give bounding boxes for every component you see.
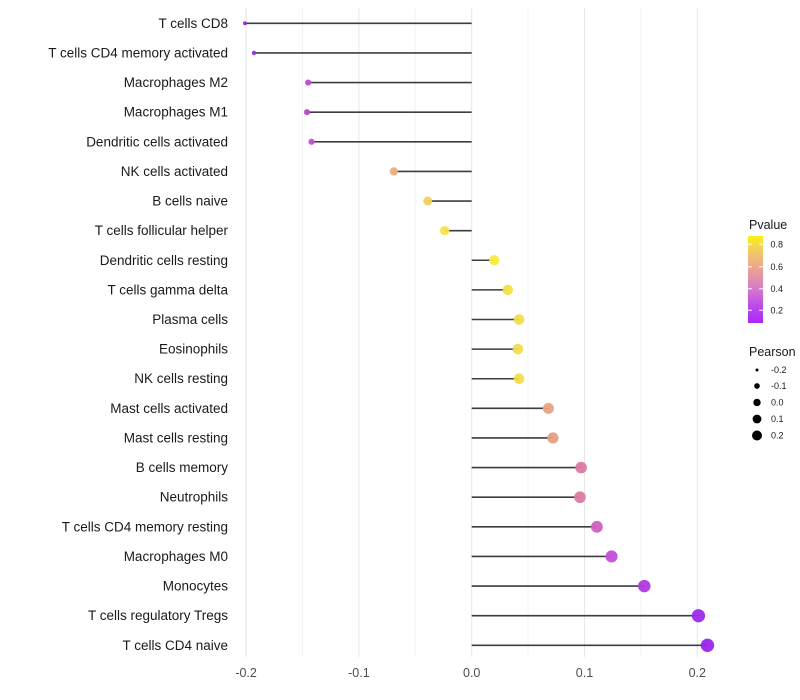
- lollipop-dot: [575, 461, 587, 474]
- x-tick-label: 0.2: [689, 666, 706, 680]
- pvalue-legend-label: 0.6: [771, 262, 784, 272]
- cell-type-label: Monocytes: [163, 579, 229, 594]
- pvalue-legend-ticks: [748, 243, 763, 311]
- pearson-legend-keys: -0.2 -0.1 0.0 0.1 0.2: [752, 365, 787, 441]
- lollipop-dot: [308, 138, 315, 145]
- pvalue-legend: Pvalue 0.8 0.6 0.4 0.2: [748, 218, 787, 323]
- pearson-legend-label: 0.0: [771, 398, 784, 408]
- cell-type-label: T cells CD8: [158, 16, 228, 31]
- lollipop-dot: [590, 520, 603, 533]
- pearson-legend-dot: [753, 398, 761, 407]
- lollipop-dot: [423, 196, 433, 206]
- pvalue-legend-label: 0.2: [771, 306, 784, 316]
- x-axis-ticks-group: -0.2 -0.1 0.0 0.1 0.2: [235, 666, 706, 680]
- pvalue-legend-labels: 0.8 0.6 0.4 0.2: [771, 240, 784, 316]
- y-axis-labels-group: T cells CD8 T cells CD4 memory activated M…: [48, 16, 228, 653]
- cell-type-label: B cells memory: [136, 460, 229, 475]
- lollipop-dot: [574, 491, 586, 504]
- pvalue-legend-label: 0.4: [771, 284, 784, 294]
- lollipops-group: [242, 21, 715, 653]
- pearson-legend-label: -0.2: [771, 365, 787, 375]
- lollipop-dot: [512, 343, 524, 355]
- cell-type-label: Macrophages M2: [124, 75, 228, 90]
- pearson-legend-dot: [752, 414, 762, 424]
- cell-type-label: NK cells activated: [121, 164, 228, 179]
- x-tick-label: -0.2: [235, 666, 257, 680]
- cell-type-label: T cells CD4 memory resting: [62, 519, 228, 534]
- cell-type-label: Macrophages M1: [124, 105, 228, 120]
- cell-type-label: T cells CD4 memory activated: [48, 45, 228, 60]
- pearson-legend-dot: [752, 430, 762, 441]
- gridlines-group: [245, 8, 698, 657]
- cell-type-label: Neutrophils: [160, 490, 229, 505]
- cell-type-label: Mast cells activated: [110, 401, 228, 416]
- cell-type-label: Macrophages M0: [124, 549, 228, 564]
- pvalue-gradient-bar: [748, 236, 763, 323]
- lollipop-dot: [251, 50, 257, 56]
- lollipop-dot: [605, 550, 618, 563]
- lollipop-dot: [513, 373, 525, 385]
- lollipop-dot: [305, 79, 312, 86]
- lollipop-dot: [638, 579, 651, 593]
- cell-type-label: T cells gamma delta: [107, 282, 228, 297]
- pearson-legend-title: Pearson: [749, 345, 796, 359]
- lollipop-dot: [547, 432, 559, 444]
- lollipop-dot: [513, 314, 525, 325]
- lollipop-dot: [389, 167, 398, 176]
- cell-type-label: T cells CD4 naive: [122, 638, 228, 653]
- cell-type-label: T cells regulatory Tregs: [88, 608, 228, 623]
- x-tick-label: 0.0: [463, 666, 480, 680]
- pvalue-legend-title: Pvalue: [749, 218, 787, 232]
- cell-type-label: T cells follicular helper: [95, 223, 229, 238]
- lollipop-dot: [489, 255, 500, 266]
- pearson-legend-label: 0.2: [771, 431, 784, 441]
- cell-type-label: B cells naive: [152, 194, 228, 209]
- pearson-legend-dot: [754, 383, 760, 389]
- pearson-legend-label: 0.1: [771, 414, 784, 424]
- lollipop-dot: [303, 109, 311, 116]
- x-tick-label: -0.1: [348, 666, 370, 680]
- pearson-legend-dot: [755, 368, 759, 372]
- cell-type-label: Mast cells resting: [124, 430, 228, 445]
- pearson-legend: Pearson -0.2 -0.1 0.0 0.1 0.2: [749, 345, 796, 441]
- lollipop-dot: [242, 21, 247, 26]
- lollipop-dot: [691, 609, 706, 623]
- cell-type-label: Dendritic cells activated: [86, 134, 228, 149]
- pearson-legend-label: -0.1: [771, 381, 787, 391]
- cell-type-label: Eosinophils: [159, 342, 228, 357]
- cell-type-label: Plasma cells: [152, 312, 228, 327]
- cell-type-label: Dendritic cells resting: [100, 253, 228, 268]
- pvalue-legend-label: 0.8: [771, 240, 784, 250]
- lollipop-dot: [439, 225, 450, 236]
- lollipop-dot: [542, 402, 554, 414]
- cell-type-label: NK cells resting: [134, 371, 228, 386]
- x-tick-label: 0.1: [576, 666, 593, 680]
- lollipop-dot: [502, 284, 514, 296]
- lollipop-dot: [700, 638, 715, 653]
